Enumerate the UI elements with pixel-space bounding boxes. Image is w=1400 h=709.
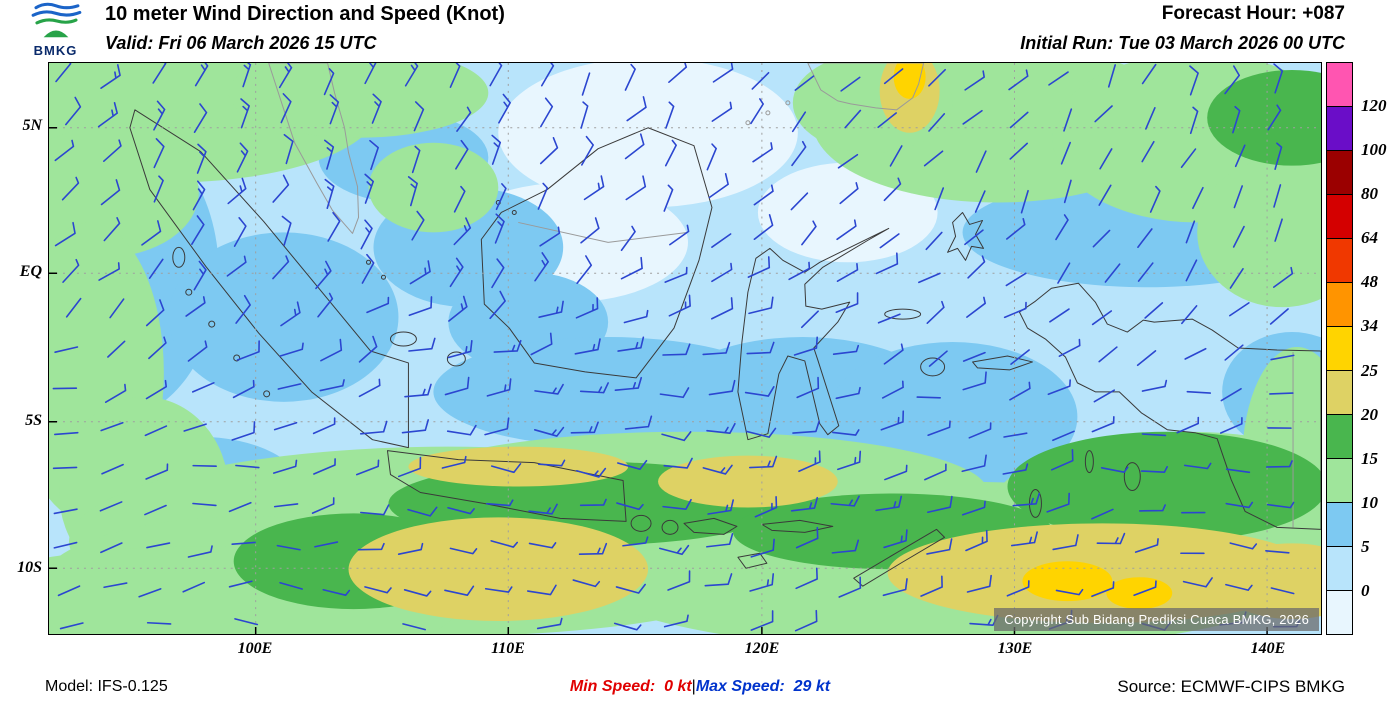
bmkg-logo-text: BMKG (33, 43, 78, 58)
legend-cell-10 (1327, 503, 1352, 547)
legend-cell-9 (1327, 459, 1352, 503)
model-label: Model: IFS-0.125 (45, 678, 168, 695)
legend-label-100: 100 (1361, 140, 1387, 160)
legend-cell-8 (1327, 415, 1352, 459)
lat-label-10S: 10S (17, 559, 42, 576)
legend-cell-3 (1327, 195, 1352, 239)
legend-cell-0 (1327, 63, 1352, 107)
lon-label-140E: 140E (1250, 640, 1286, 657)
lon-label-100E: 100E (237, 640, 273, 657)
legend-label-10: 10 (1361, 492, 1378, 512)
legend-cell-4 (1327, 239, 1352, 283)
indonesia-coastlines (129, 109, 1321, 587)
legend-label-120: 120 (1361, 96, 1387, 116)
lat-label-5S: 5S (25, 412, 42, 429)
legend-cell-7 (1327, 371, 1352, 415)
legend-label-48: 48 (1361, 272, 1378, 292)
wind-speed-map (49, 63, 1321, 634)
min-speed-label: Min Speed: 0 kt (569, 678, 692, 695)
legend-label-0: 0 (1361, 580, 1370, 600)
lon-label-110E: 110E (491, 640, 525, 657)
lon-label-120E: 120E (744, 640, 780, 657)
max-speed-label: Max Speed: 29 kt (695, 678, 831, 695)
wind-speed-field (49, 63, 1321, 634)
speed-summary: Min Speed: 0 kt|Max Speed: 29 kt (0, 678, 1400, 696)
bmkg-logo-icon (31, 2, 81, 38)
legend-cell-2 (1327, 151, 1352, 195)
legend-label-64: 64 (1361, 228, 1378, 248)
wind-barbs (52, 63, 1301, 632)
valid-time: Valid: Fri 06 March 2026 15 UTC (105, 33, 377, 53)
legend-label-15: 15 (1361, 448, 1378, 468)
foreign-coastlines (268, 63, 1294, 528)
lon-label-130E: 130E (997, 640, 1033, 657)
lat-label-EQ: EQ (19, 263, 42, 280)
legend-label-34: 34 (1361, 316, 1378, 336)
legend-label-80: 80 (1361, 184, 1378, 204)
map-plot: Copyright Sub Bidang Prediksi Cuaca BMKG… (48, 62, 1322, 635)
legend-label-20: 20 (1361, 404, 1378, 424)
legend-cell-5 (1327, 283, 1352, 327)
color-legend (1326, 62, 1353, 635)
page-title: 10 meter Wind Direction and Speed (Knot) (105, 3, 505, 25)
legend-label-5: 5 (1361, 536, 1370, 556)
initial-run: Initial Run: Tue 03 March 2026 00 UTC (1020, 33, 1345, 53)
legend-cell-12 (1327, 591, 1352, 634)
copyright-overlay: Copyright Sub Bidang Prediksi Cuaca BMKG… (994, 608, 1319, 631)
speed-separator: | (691, 678, 696, 695)
bmkg-logo: BMKG (8, 1, 103, 58)
legend-label-25: 25 (1361, 360, 1378, 380)
legend-cell-1 (1327, 107, 1352, 151)
legend-cell-11 (1327, 547, 1352, 591)
legend-cell-6 (1327, 327, 1352, 371)
forecast-hour: Forecast Hour: +087 (1161, 3, 1345, 24)
source-label: Source: ECMWF-CIPS BMKG (1117, 677, 1345, 696)
lat-label-5N: 5N (22, 117, 42, 134)
